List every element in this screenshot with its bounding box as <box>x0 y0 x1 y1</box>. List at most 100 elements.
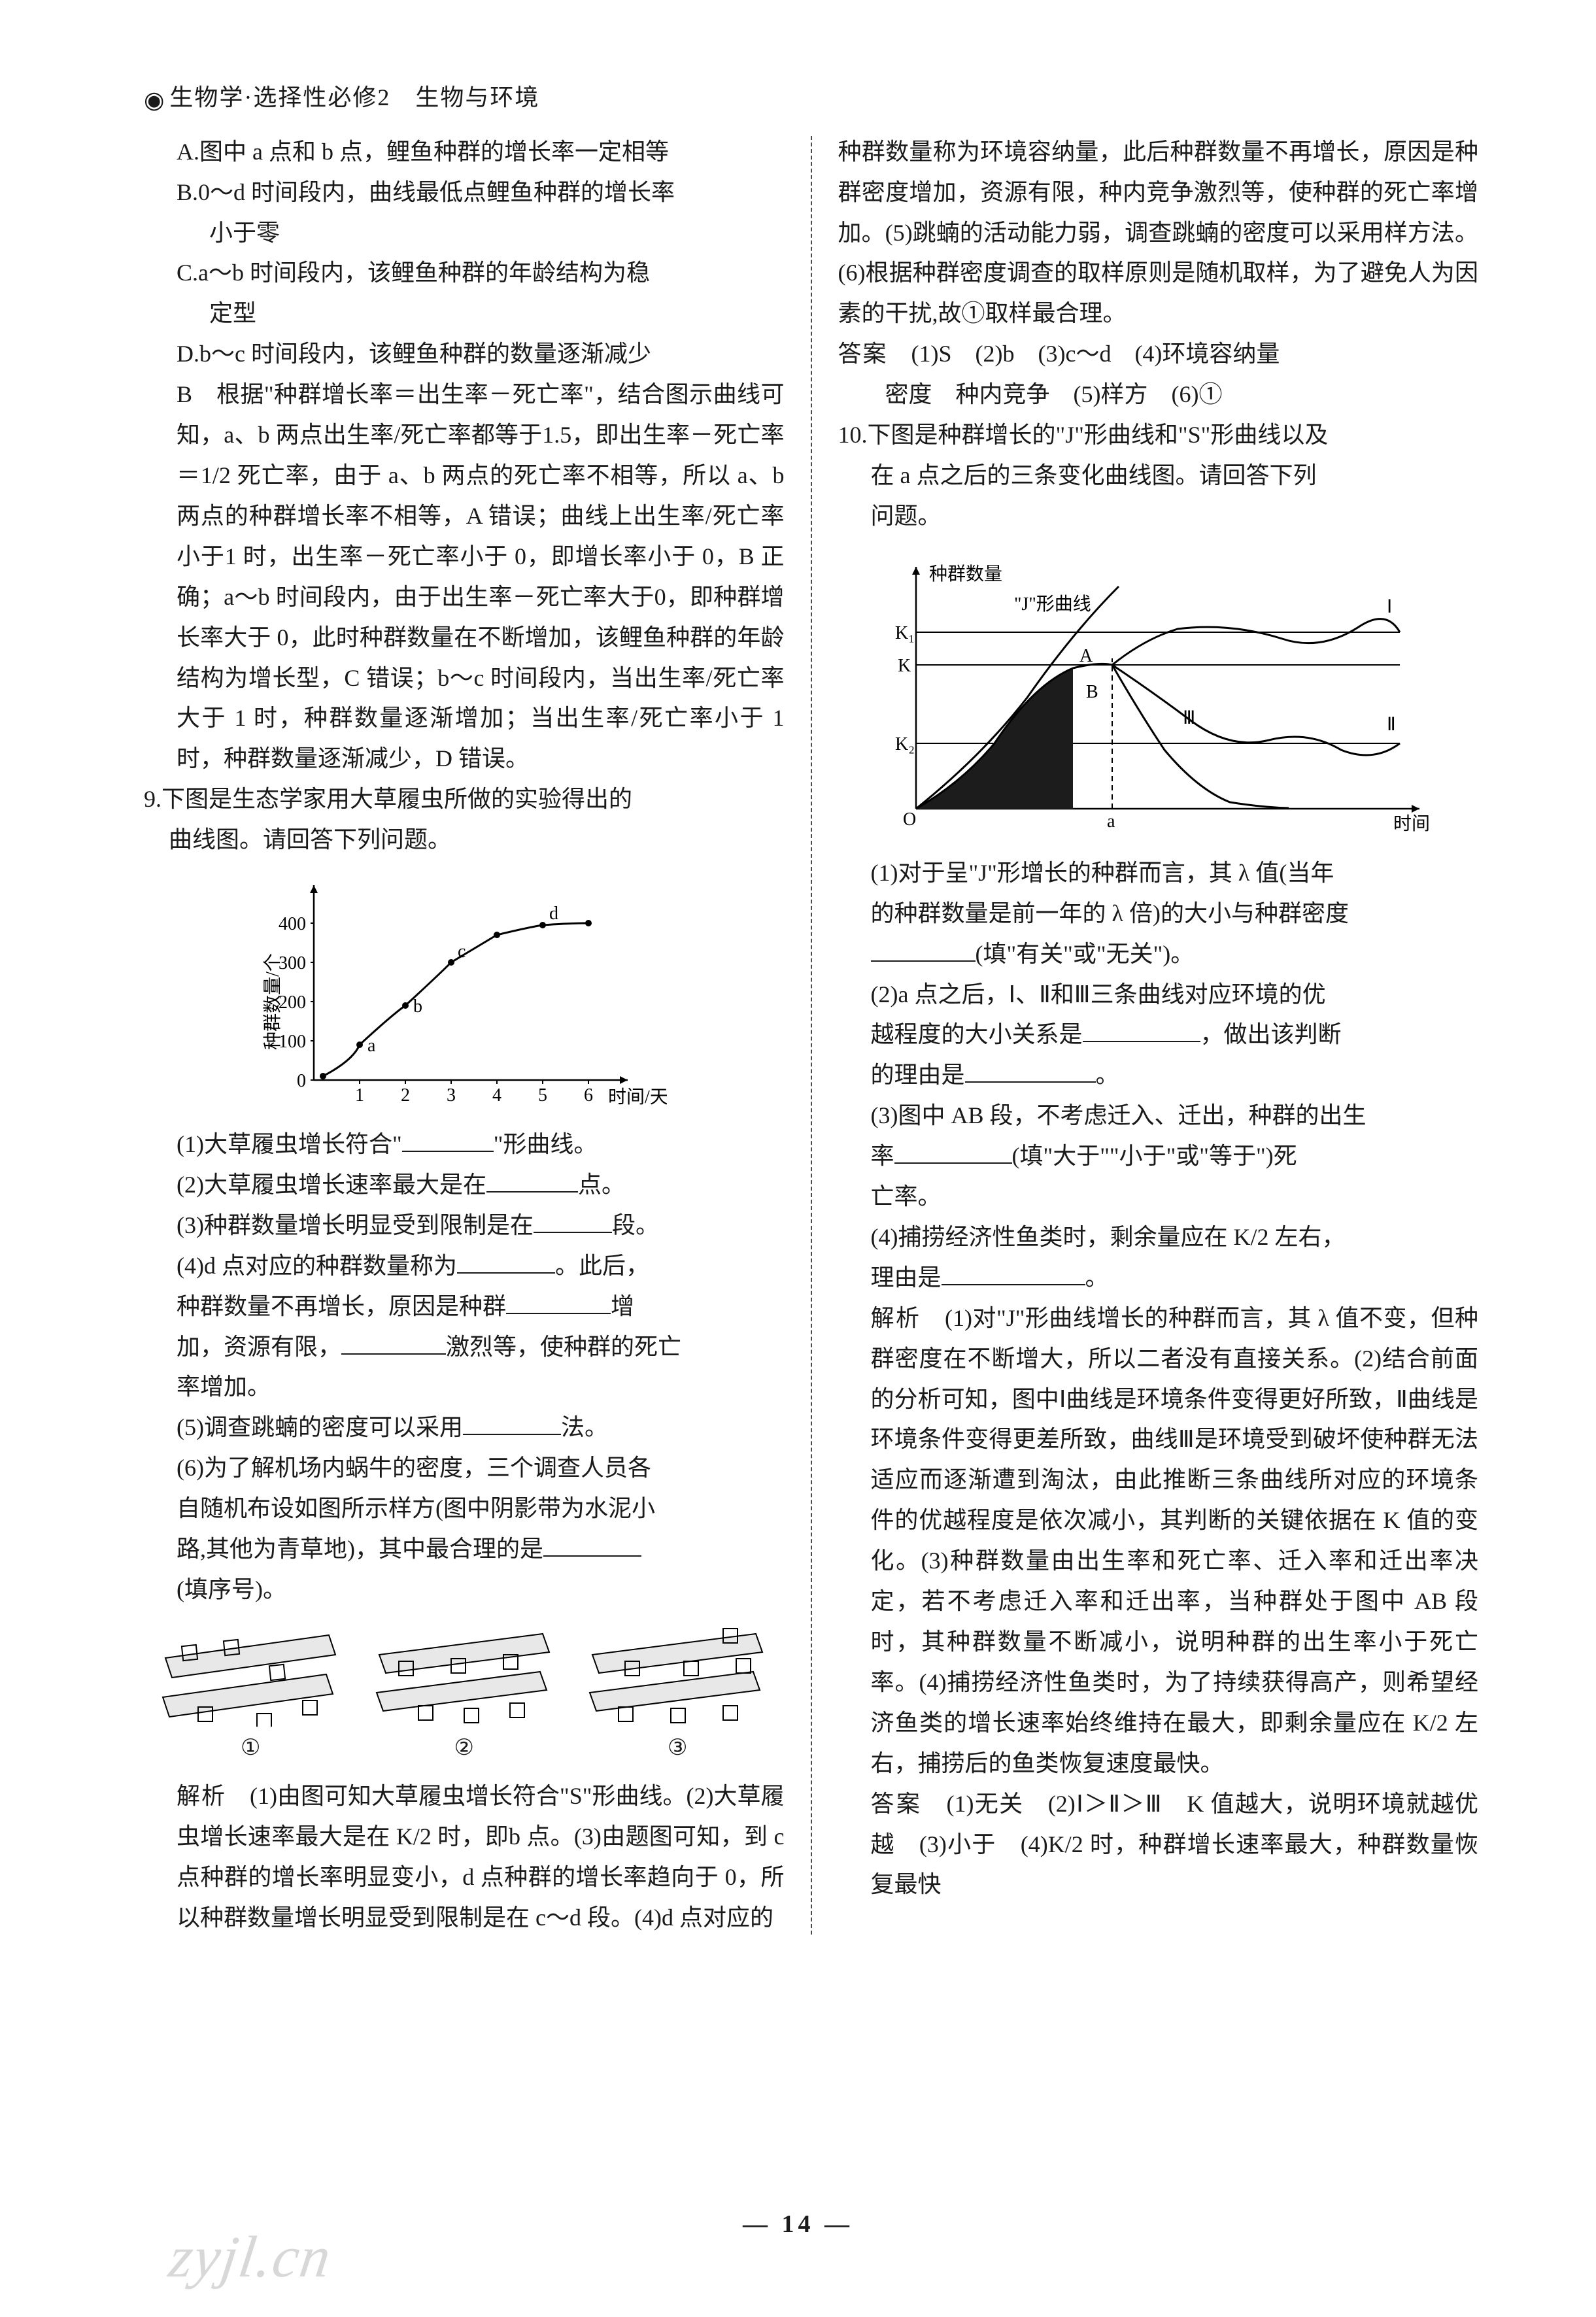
q9-5: (5)调查跳蝻的密度可以采用法。 <box>144 1408 785 1448</box>
explanation-10: 解析 (1)对"J"形曲线增长的种群而言，其 λ 值不变，但种群密度在不断增大，… <box>838 1298 1479 1784</box>
answer-9-l2: 密度 种内竞争 (5)样方 (6)① <box>838 375 1479 415</box>
q9-2-b: 点。 <box>578 1172 625 1198</box>
q9-4-c: 种群数量不再增长，原因是种群 <box>177 1293 506 1319</box>
chart-9-container: 种群数量/个 0 100 200 <box>144 871 785 1119</box>
blank[interactable] <box>463 1413 561 1435</box>
q9-2: (2)大草履虫增长速率最大是在点。 <box>144 1165 785 1206</box>
blank[interactable] <box>486 1170 578 1192</box>
diagram-1 <box>159 1622 342 1727</box>
svg-text:400: 400 <box>279 914 306 934</box>
blank[interactable] <box>341 1332 446 1354</box>
svg-text:d: d <box>549 904 558 924</box>
expl10-label: 解析 <box>871 1305 921 1331</box>
option-b-l2: 小于零 <box>144 213 785 254</box>
q10-3-b: 率 <box>871 1143 894 1169</box>
svg-text:4: 4 <box>492 1085 501 1106</box>
q9-4-f: 激烈等，使种群的死亡 <box>446 1334 681 1360</box>
svg-text:c: c <box>458 941 466 962</box>
diagram-2 <box>373 1622 556 1727</box>
blank[interactable] <box>534 1210 612 1232</box>
ans10-text: (1)无关 (2)Ⅰ＞Ⅱ＞Ⅲ K 值越大，说明环境就越优越 (3)小于 (4)K… <box>871 1791 1479 1898</box>
q10-1-l1: (1)对于呈"J"形增长的种群而言，其 λ 值(当年 <box>838 853 1479 894</box>
q10-4-l2: 理由是 。 <box>838 1258 1479 1298</box>
diagram-labels: ① ② ③ <box>144 1729 785 1767</box>
chart-9: 种群数量/个 0 100 200 <box>262 871 667 1119</box>
svg-text:5: 5 <box>538 1085 547 1106</box>
q9-3-a: (3)种群数量增长明显受到限制是在 <box>177 1212 534 1238</box>
q9-1-b: "形曲线。 <box>494 1131 598 1157</box>
q10-3-l3: 亡率。 <box>838 1177 1479 1217</box>
q10-1-l2: 的种群数量是前一年的 λ 倍)的大小与种群密度 <box>838 894 1479 934</box>
expl9-continued: 种群数量称为环境容纳量，此后种群数量不再增长，原因是种群密度增加，资源有限，种内… <box>838 132 1479 335</box>
q10-4-l1: (4)捕捞经济性鱼类时，剩余量应在 K/2 左右， <box>838 1217 1479 1258</box>
q10-stem-l1: 10.下图是种群增长的"J"形曲线和"S"形曲线以及 <box>838 415 1479 456</box>
svg-text:K₂: K₂ <box>895 734 915 754</box>
q9-4-b: 。此后， <box>555 1253 649 1279</box>
option-c-l2: 定型 <box>144 294 785 334</box>
q9-stem-l1: 9.下图是生态学家用大草履虫所做的实验得出的 <box>144 779 785 820</box>
page: ◉生物学·选择性必修2 生物与环境 A.图中 a 点和 b 点，鲤鱼种群的增长率… <box>0 0 1596 2317</box>
svg-text:6: 6 <box>584 1085 593 1106</box>
q9-stem-l2: 曲线图。请回答下列问题。 <box>144 820 785 860</box>
q10-2-l1: (2)a 点之后，Ⅰ、Ⅱ和Ⅲ三条曲线对应环境的优 <box>838 975 1479 1015</box>
explanation-8: B 根据"种群增长率＝出生率－死亡率"，结合图示曲线可知，a、b 两点出生率/死… <box>144 375 785 779</box>
option-d: D.b～c 时间段内，该鲤鱼种群的数量逐渐减少 <box>144 334 785 375</box>
expl9-label: 解析 <box>177 1783 226 1809</box>
q9-4-line2: 种群数量不再增长，原因是种群 增 <box>144 1287 785 1327</box>
q10-3-l1: (3)图中 AB 段，不考虑迁入、迁出，种群的出生 <box>838 1096 1479 1136</box>
chart10-a: a <box>1107 811 1115 832</box>
q10-4-b: 理由是 <box>871 1264 942 1291</box>
q10-2-l3: 的理由是。 <box>838 1055 1479 1096</box>
option-a: A.图中 a 点和 b 点，鲤鱼种群的增长率一定相等 <box>144 132 785 173</box>
svg-text:100: 100 <box>279 1032 306 1052</box>
right-column: 种群数量称为环境容纳量，此后种群数量不再增长，原因是种群密度增加，资源有限，种内… <box>838 132 1479 1938</box>
q10-stem-l2: 在 a 点之后的三条变化曲线图。请回答下列 <box>838 456 1479 496</box>
svg-text:2: 2 <box>401 1085 410 1106</box>
q9-4-line3: 加，资源有限， 激烈等，使种群的死亡 <box>144 1327 785 1368</box>
ans9-text1: (1)S (2)b (3)c～d (4)环境容纳量 <box>888 341 1280 367</box>
q10-stem-l3: 问题。 <box>838 496 1479 537</box>
ans9-label: 答案 <box>838 341 888 367</box>
svg-text:Ⅰ: Ⅰ <box>1387 597 1392 617</box>
svg-text:B: B <box>1086 682 1098 702</box>
svg-text:0: 0 <box>297 1071 306 1091</box>
q10-4-c: 。 <box>1085 1264 1109 1291</box>
q10-2-b: 越程度的大小关系是 <box>871 1021 1083 1047</box>
chart-10: O 种群数量 时间 K₁ K K₂ a <box>864 547 1452 848</box>
blank[interactable] <box>543 1534 641 1557</box>
answer-9-l1: 答案 (1)S (2)b (3)c～d (4)环境容纳量 <box>838 334 1479 375</box>
q9-3: (3)种群数量增长明显受到限制是在段。 <box>144 1206 785 1246</box>
blank[interactable] <box>894 1142 1012 1164</box>
blank[interactable] <box>1083 1020 1200 1042</box>
q9-6-c: 路,其他为青草地)，其中最合理的是 <box>177 1536 543 1562</box>
q9-6-l4: (填序号)。 <box>144 1570 785 1610</box>
q9-4: (4)d 点对应的种群数量称为。此后， <box>144 1246 785 1287</box>
svg-text:Ⅱ: Ⅱ <box>1387 715 1396 735</box>
svg-text:a: a <box>367 1036 376 1056</box>
option-b-l1: B.0～d 时间段内，曲线最低点鲤鱼种群的增长率 <box>144 173 785 213</box>
chart10-ylabel: 种群数量 <box>929 564 1002 584</box>
svg-text:300: 300 <box>279 953 306 973</box>
svg-text:1: 1 <box>355 1085 364 1106</box>
blank[interactable] <box>942 1262 1085 1285</box>
q9-6-l2: 自随机布设如图所示样方(图中阴影带为水泥小 <box>144 1489 785 1529</box>
blank[interactable] <box>506 1291 611 1313</box>
svg-text:A: A <box>1079 646 1093 666</box>
q10-1-l3: (填"有关"或"无关")。 <box>838 934 1479 975</box>
diagram-3 <box>586 1622 769 1727</box>
chart10-xlabel: 时间 <box>1393 813 1430 834</box>
chart10-jlabel: "J"形曲线 <box>1014 594 1091 615</box>
q9-4-e: 加，资源有限， <box>177 1334 341 1360</box>
blank[interactable] <box>965 1060 1096 1083</box>
diag-label-1: ① <box>241 1729 260 1767</box>
chart9-xlabel: 时间/天 <box>608 1087 667 1108</box>
q9-4-d: 增 <box>611 1293 634 1319</box>
column-divider <box>811 136 812 1935</box>
q9-1: (1)大草履虫增长符合" "形曲线。 <box>144 1125 785 1165</box>
blank[interactable] <box>871 939 976 961</box>
q9-1-a: (1)大草履虫增长符合" <box>177 1131 402 1157</box>
blank[interactable] <box>457 1251 555 1273</box>
blank[interactable] <box>402 1130 494 1152</box>
q9-5-b: 法。 <box>561 1414 608 1440</box>
page-header: ◉生物学·选择性必修2 生物与环境 <box>144 78 1478 114</box>
